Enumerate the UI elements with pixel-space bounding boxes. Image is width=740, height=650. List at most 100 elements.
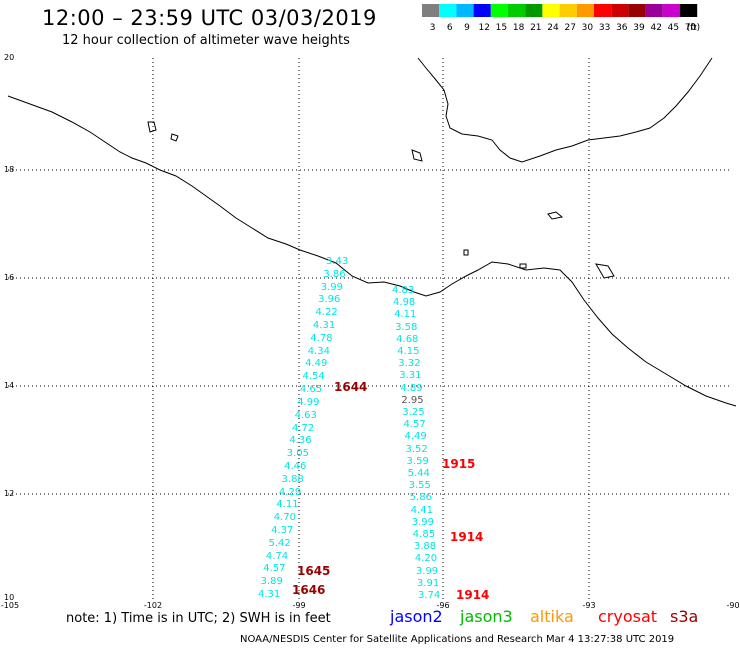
swh-value: 4.36 [289, 435, 312, 447]
coastline-pacific [7, 95, 737, 407]
scale-swatch-18 [508, 4, 526, 17]
lon-label--93: -93 [582, 601, 596, 610]
swh-value: 4.68 [396, 333, 419, 345]
scale-swatch-33 [594, 4, 612, 17]
swh-value: 4.85 [412, 529, 436, 540]
footer-note: note: 1) Time is in UTC; 2) SWH is in fe… [66, 611, 331, 626]
swh-value: 3.91 [416, 577, 440, 589]
swh-value: 5.42 [268, 537, 291, 549]
swh-value: 4.65 [299, 384, 323, 396]
legend-altika: altika [530, 607, 574, 626]
scale-swatch-42 [645, 4, 663, 17]
swh-value: 4.41 [410, 504, 433, 516]
swh-value: 3.25 [402, 407, 425, 418]
scale-swatch-21 [525, 4, 543, 17]
scale-swatch-24 [542, 4, 560, 17]
swh-value: 3.86 [323, 268, 346, 280]
scale-swatch-15 [490, 4, 508, 17]
swh-value: 4.83 [392, 285, 415, 296]
scale-label-24: 24 [547, 23, 559, 33]
islands [147, 121, 615, 279]
swh-value: 4.11 [276, 499, 299, 511]
pass-time-label: 1914 [456, 588, 490, 602]
scale-label-70: 70 [685, 23, 697, 33]
swh-value: 4.89 [400, 382, 423, 394]
legend-cryosat: cryosat [598, 607, 658, 626]
lon-label--99: -99 [292, 601, 306, 610]
swh-value: 3.59 [406, 455, 429, 467]
lat-label-20: 20 [4, 53, 15, 62]
legend-s3a: s3a [670, 607, 699, 626]
credit-line: NOAA/NESDIS Center for Satellite Applica… [240, 634, 675, 645]
legend-jason3: jason3 [460, 607, 513, 626]
coastline-gulf [417, 57, 713, 163]
swh-value: 4.70 [273, 512, 296, 524]
swh-value: 3.88 [413, 541, 437, 553]
scale-label-18: 18 [513, 23, 525, 33]
page-subtitle: 12 hour collection of altimeter wave hei… [62, 33, 350, 48]
lat-label-14: 14 [4, 381, 15, 390]
lon-label--96: -96 [436, 601, 450, 610]
swh-value: 3.89 [260, 576, 283, 588]
swh-value: 3.99 [411, 516, 435, 528]
swh-value: 5.86 [409, 492, 432, 504]
swh-value: 3.32 [398, 358, 421, 370]
scale-swatch-36 [611, 4, 629, 17]
swh-value: 3.31 [399, 370, 422, 382]
swh-value: 4.31 [258, 589, 281, 600]
swh-value: 2.95 [401, 394, 424, 406]
scale-label-12: 12 [478, 23, 489, 33]
swh-value: 4.54 [302, 371, 325, 383]
color-scale: 3 6 9 12 15 18 21 24 27 30 33 36 39 42 45 70(ft) [422, 4, 700, 33]
swh-value: 4.20 [414, 553, 438, 565]
lon-label--105: -105 [0, 601, 20, 610]
pass-time-label: 1645 [297, 564, 331, 578]
legend-jason2: jason2 [390, 607, 443, 626]
swh-value: 4.74 [265, 550, 289, 562]
scale-label-39: 39 [633, 23, 645, 33]
swh-value: 3.74 [418, 590, 441, 601]
scale-label-45: 45 [668, 23, 679, 33]
scale-label-33: 33 [599, 23, 610, 33]
swh-value: 4.29 [278, 486, 302, 498]
swh-value: 4.11 [394, 309, 417, 321]
swh-value: 4.49 [305, 358, 328, 370]
swh-value: 3.88 [281, 473, 304, 485]
pass-time-label: 1644 [334, 380, 368, 394]
pass-time-label: 1914 [450, 530, 484, 544]
page-title: 12:00 – 23:59 UTC 03/03/2019 [42, 6, 377, 30]
scale-swatch-12 [473, 4, 491, 17]
swh-value: 3.52 [405, 443, 428, 455]
swh-value: 4.57 [263, 563, 286, 575]
lat-label-12: 12 [4, 489, 15, 498]
scale-label-6: 6 [447, 23, 453, 33]
graticule [8, 58, 732, 600]
swh-value: 4.37 [271, 524, 294, 536]
lat-label-10: 10 [4, 593, 15, 602]
scale-swatch-45 [662, 4, 680, 17]
scale-label-15: 15 [496, 23, 507, 33]
scale-swatch-70 [680, 4, 698, 17]
swh-value: 4.22 [315, 307, 338, 319]
scale-swatch-39 [628, 4, 646, 17]
swh-value: 4.49 [404, 431, 427, 443]
lat-label-18: 18 [4, 165, 15, 174]
scale-swatch-30 [576, 4, 594, 17]
swh-value: 3.05 [286, 448, 310, 460]
swh-value: 3.96 [318, 294, 341, 306]
swh-value: 3.58 [395, 321, 418, 333]
lon-label--90: -90 [726, 601, 740, 610]
scale-label-21: 21 [530, 23, 541, 33]
swh-value: 4.34 [307, 345, 330, 357]
scale-swatch-27 [559, 4, 577, 17]
scale-label-3: 3 [430, 23, 436, 33]
swh-value: 5.44 [407, 468, 430, 479]
swh-value: 4.31 [312, 320, 336, 332]
swh-value: 4.15 [397, 346, 420, 357]
scale-swatch-6 [439, 4, 457, 17]
swh-value: 4.72 [292, 422, 315, 434]
lat-label-16: 16 [4, 273, 15, 282]
scale-label-36: 36 [616, 23, 628, 33]
lon-label--102: -102 [143, 601, 163, 610]
